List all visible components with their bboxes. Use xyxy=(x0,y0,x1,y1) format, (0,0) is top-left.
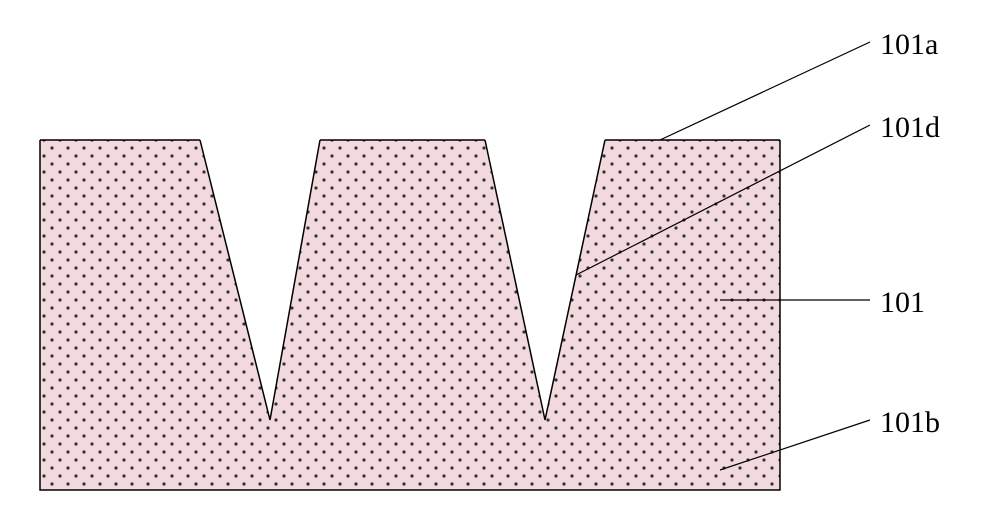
label-101: 101 xyxy=(880,286,925,320)
label-101d: 101d xyxy=(880,111,940,145)
label-101b: 101b xyxy=(880,406,940,440)
substrate-body xyxy=(40,140,780,490)
leader-line xyxy=(660,42,870,140)
diagram-container: 101a 101d 101 101b xyxy=(0,0,1000,512)
cross-section-svg xyxy=(0,0,1000,512)
label-101a: 101a xyxy=(880,28,938,62)
